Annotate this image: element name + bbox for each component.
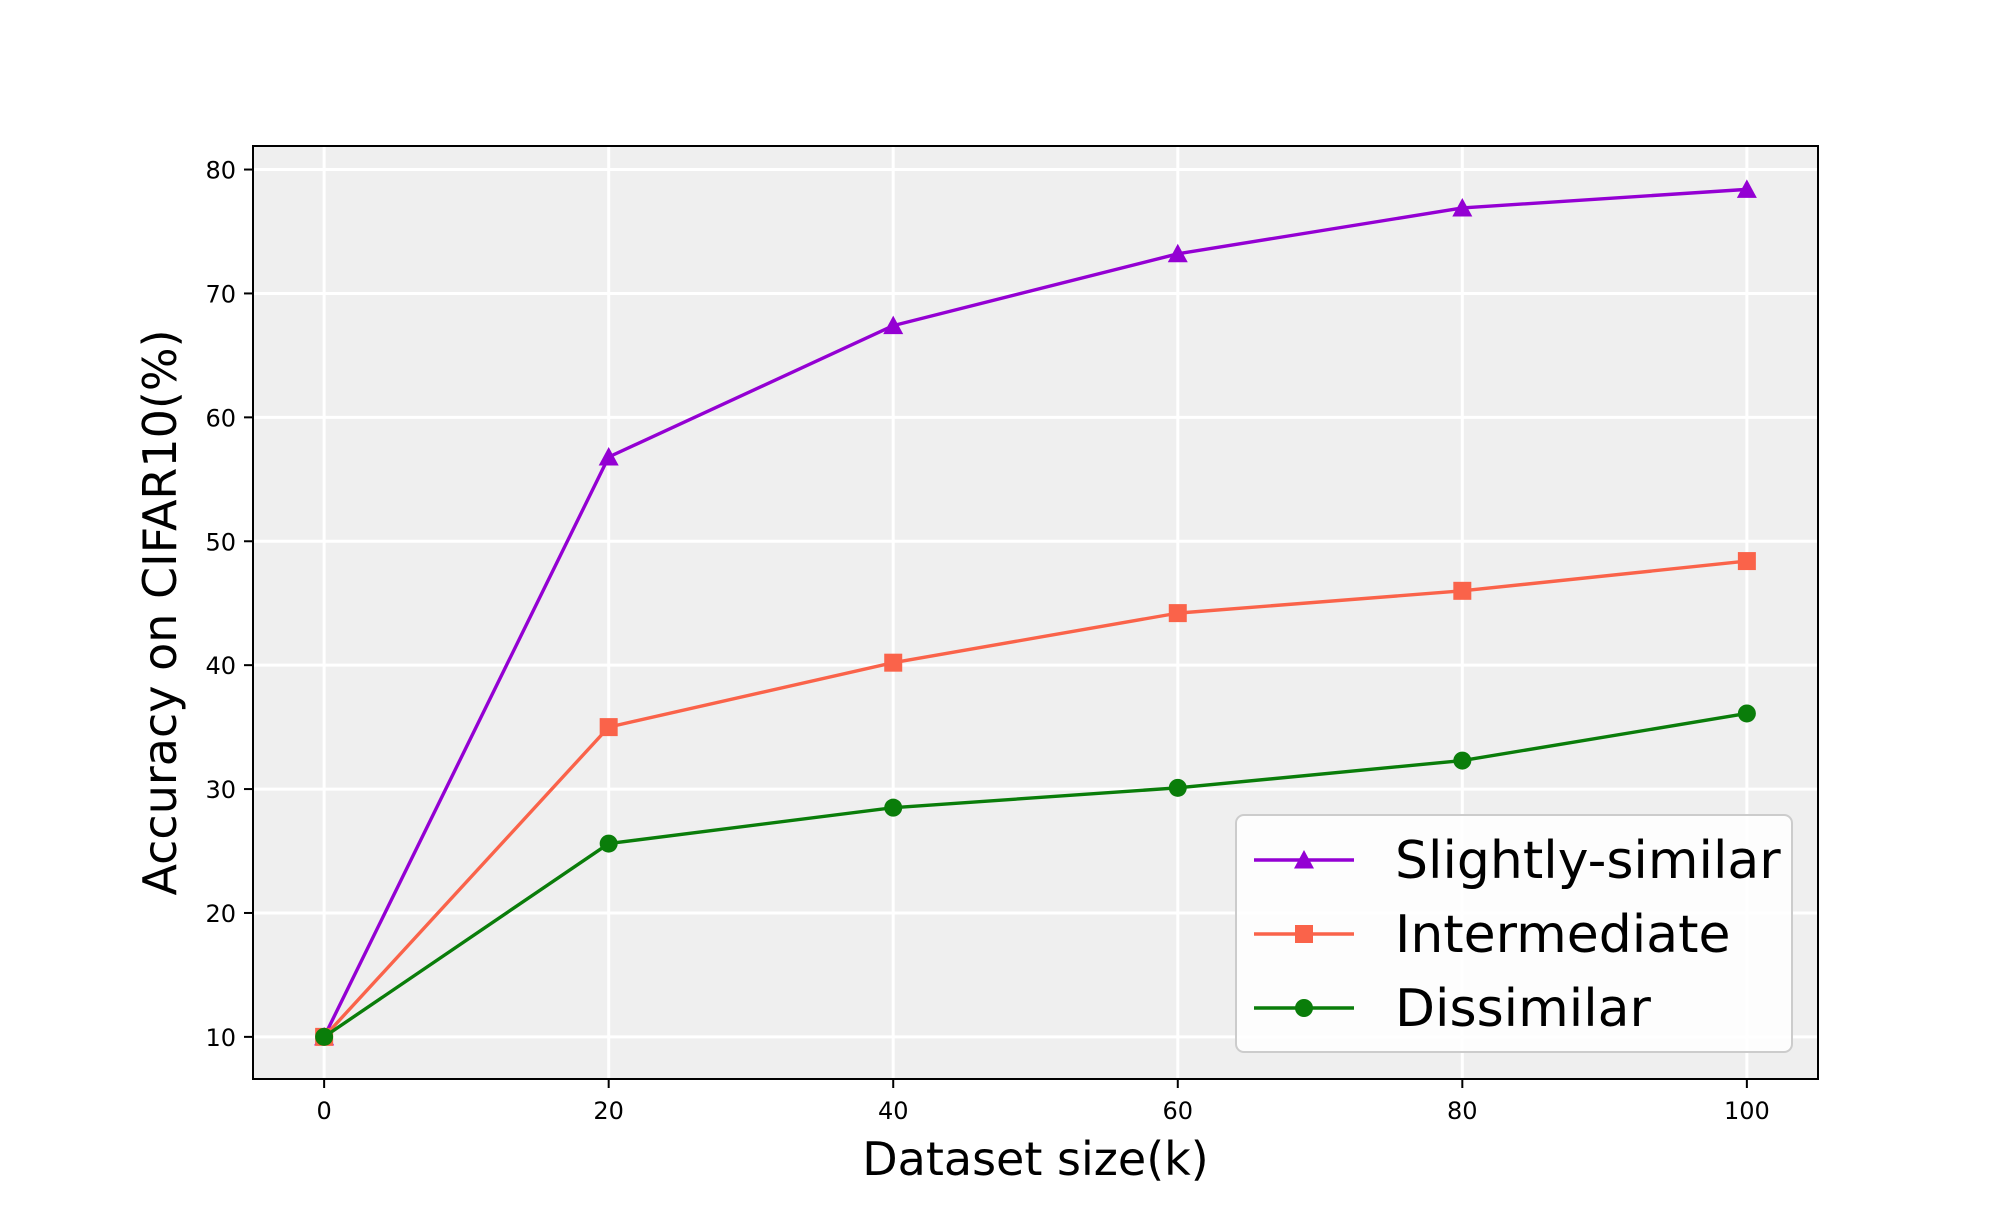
data-point-intermediate — [1737, 552, 1756, 571]
data-point-slightly-similar — [1452, 197, 1473, 217]
data-point-dissimilar — [1168, 778, 1187, 797]
y-tick-label: 70 — [205, 280, 236, 308]
data-point-slightly-similar — [1167, 243, 1188, 263]
y-tick-label: 20 — [205, 900, 236, 928]
y-tick-label: 60 — [205, 404, 236, 432]
data-point-slightly-similar — [883, 315, 904, 335]
legend-marker — [1295, 999, 1313, 1017]
x-tick-label: 0 — [316, 1097, 331, 1125]
legend-item-slightly-similar: Slightly-similar — [1254, 831, 1781, 891]
data-point-slightly-similar — [1736, 179, 1757, 198]
data-point-intermediate — [599, 718, 618, 737]
data-point-intermediate — [884, 653, 903, 672]
legend-label: Dissimilar — [1395, 979, 1652, 1039]
y-tick-label: 80 — [205, 157, 236, 185]
legend-box — [1235, 814, 1793, 1053]
data-point-dissimilar — [1453, 751, 1472, 770]
data-point-dissimilar — [1737, 704, 1756, 723]
ticks: 0 20 40 60 80 100 10 20 30 40 50 60 70 80 — [205, 157, 1769, 1125]
y-tick-label: 40 — [205, 652, 236, 680]
data-point-dissimilar — [315, 1027, 334, 1046]
series-group — [314, 179, 1757, 1046]
series-line-intermediate — [322, 559, 1748, 1039]
y-tick-label: 30 — [205, 776, 236, 804]
legend-label: Intermediate — [1395, 905, 1731, 965]
x-tick-label: 40 — [878, 1097, 909, 1125]
series-dissimilar — [315, 704, 1756, 1046]
x-tick-label: 60 — [1162, 1097, 1193, 1125]
grid — [253, 146, 1818, 1079]
data-point-slightly-similar — [598, 447, 619, 466]
legend-marker — [1295, 925, 1313, 943]
plot-frame — [252, 145, 1819, 1080]
y-axis-label: Accuracy on CIFAR10(%) — [133, 329, 187, 895]
y-tick-label: 10 — [205, 1024, 236, 1052]
legend-label: Slightly-similar — [1395, 831, 1781, 891]
x-axis-label: Dataset size(k) — [862, 1132, 1208, 1186]
x-tick-label: 20 — [593, 1097, 624, 1125]
data-point-dissimilar — [599, 834, 618, 853]
x-tick-label: 80 — [1447, 1097, 1478, 1125]
legend-item-dissimilar: Dissimilar — [1254, 979, 1652, 1039]
legend: Slightly-similar Intermediate Dissimilar — [1235, 814, 1793, 1053]
x-tick-label: 100 — [1724, 1097, 1770, 1125]
data-point-dissimilar — [884, 798, 903, 817]
series-line-slightly-similar — [322, 187, 1747, 1038]
legend-marker — [1294, 850, 1314, 869]
data-point-intermediate — [1168, 604, 1187, 623]
data-point-intermediate — [1453, 581, 1472, 600]
legend-item-intermediate: Intermediate — [1254, 905, 1731, 965]
y-tick-label: 50 — [205, 528, 236, 556]
series-line-dissimilar — [323, 711, 1748, 1039]
